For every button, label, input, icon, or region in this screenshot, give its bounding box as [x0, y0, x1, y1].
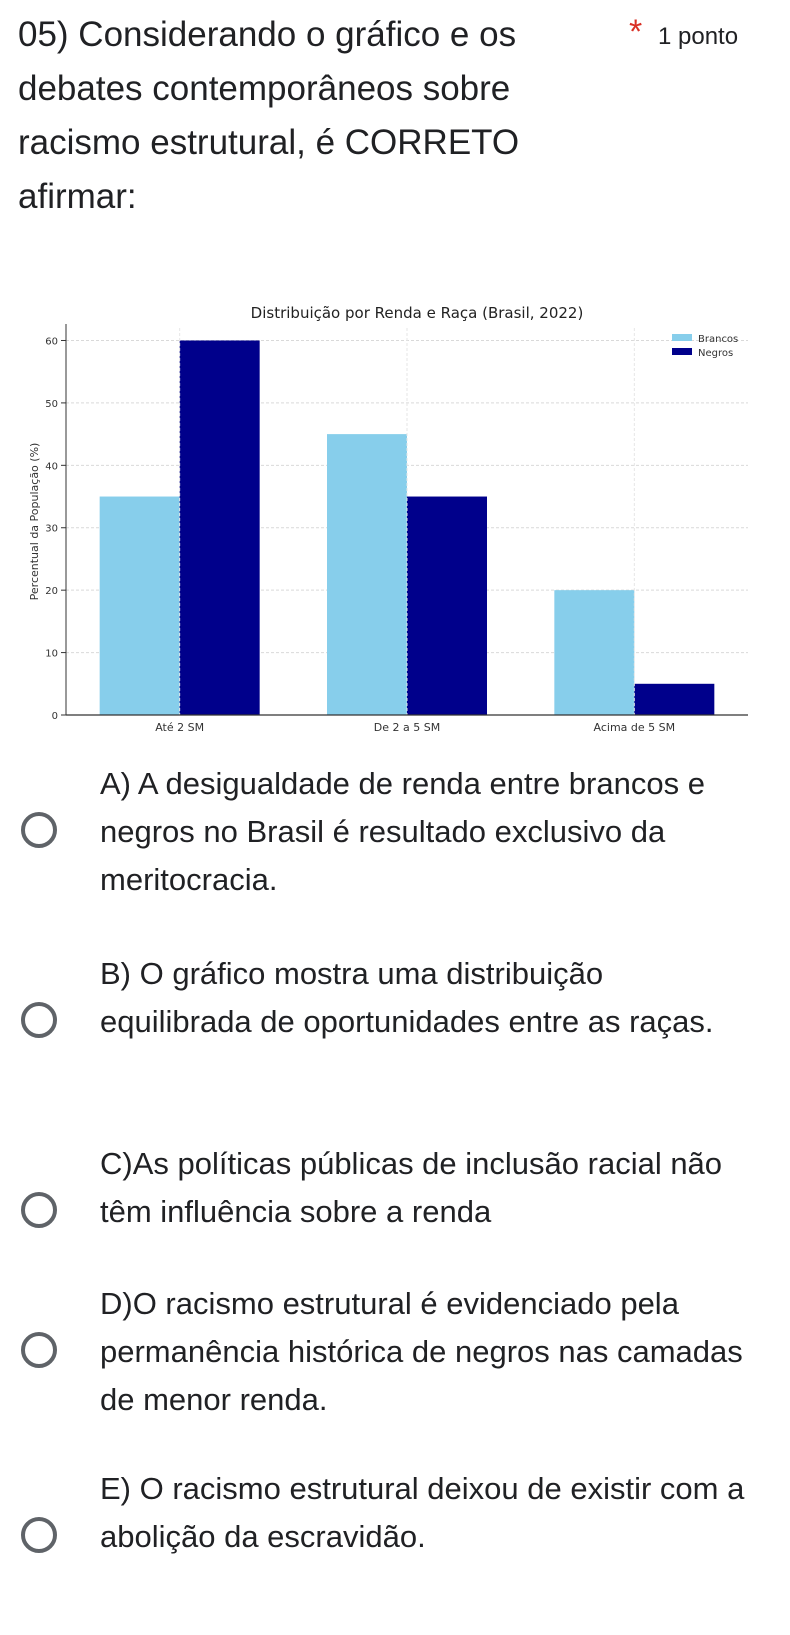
bar-negros-3	[634, 683, 715, 715]
option-e[interactable]: E) O racismo estrutural deixou de existi…	[0, 1465, 790, 1635]
x-tick-label: De 2 a 5 SM	[374, 721, 440, 734]
x-tick-label: Até 2 SM	[155, 721, 204, 734]
required-indicator: *	[629, 13, 643, 51]
bar-chart: 0 10 20 30 40 50 60 Até 2 SM De 2 a 5 SM Acima de…	[28, 304, 748, 734]
y-tick-label: 0	[52, 711, 58, 722]
question-title: 05) Considerando o gráfico e os debates …	[18, 15, 520, 216]
bar-negros-2	[407, 496, 487, 715]
radio-button-c[interactable]	[21, 1192, 57, 1228]
legend-label-negros: Negros	[698, 348, 733, 359]
question-header: 05) Considerando o gráfico e os debates …	[18, 8, 778, 248]
bar-brancos-3	[554, 590, 635, 715]
legend-label-brancos: Brancos	[698, 334, 738, 345]
bar-negros-1	[179, 340, 260, 715]
chart-title: Distribuição por Renda e Raça (Brasil, 2…	[251, 304, 584, 322]
option-label-c: C)As políticas públicas de inclusão raci…	[100, 1146, 723, 1229]
y-tick-label: 40	[45, 461, 58, 472]
option-label-e: E) O racismo estrutural deixou de existi…	[100, 1471, 745, 1554]
radio-button-b[interactable]	[21, 1002, 57, 1038]
y-tick-label: 60	[45, 336, 58, 347]
bar-brancos-2	[327, 434, 407, 715]
y-tick-label: 20	[45, 586, 58, 597]
y-axis-label: Percentual da População (%)	[28, 443, 41, 601]
option-d[interactable]: D)O racismo estrutural é evidenciado pel…	[0, 1280, 790, 1450]
radio-button-a[interactable]	[21, 812, 57, 848]
option-label-a: A) A desigualdade de renda entre brancos…	[100, 766, 705, 897]
option-label-d: D)O racismo estrutural é evidenciado pel…	[100, 1286, 743, 1417]
bar-brancos-1	[99, 496, 180, 715]
legend-swatch-brancos	[672, 334, 692, 341]
option-a[interactable]: A) A desigualdade de renda entre brancos…	[0, 760, 790, 930]
points-label: 1 ponto	[658, 23, 739, 50]
option-label-b: B) O gráfico mostra uma distribuição equ…	[100, 956, 714, 1039]
y-tick-label: 50	[45, 399, 58, 410]
radio-button-d[interactable]	[21, 1332, 57, 1368]
y-tick-label: 30	[45, 524, 58, 535]
chart-image: 0 10 20 30 40 50 60 Até 2 SM De 2 a 5 SM Acima de…	[0, 290, 790, 750]
legend-swatch-negros	[672, 348, 692, 355]
option-b[interactable]: B) O gráfico mostra uma distribuição equ…	[0, 950, 790, 1120]
option-c[interactable]: C)As políticas públicas de inclusão raci…	[0, 1140, 790, 1310]
radio-button-e[interactable]	[21, 1517, 57, 1553]
y-tick-label: 10	[45, 649, 58, 660]
x-tick-label: Acima de 5 SM	[594, 721, 676, 734]
